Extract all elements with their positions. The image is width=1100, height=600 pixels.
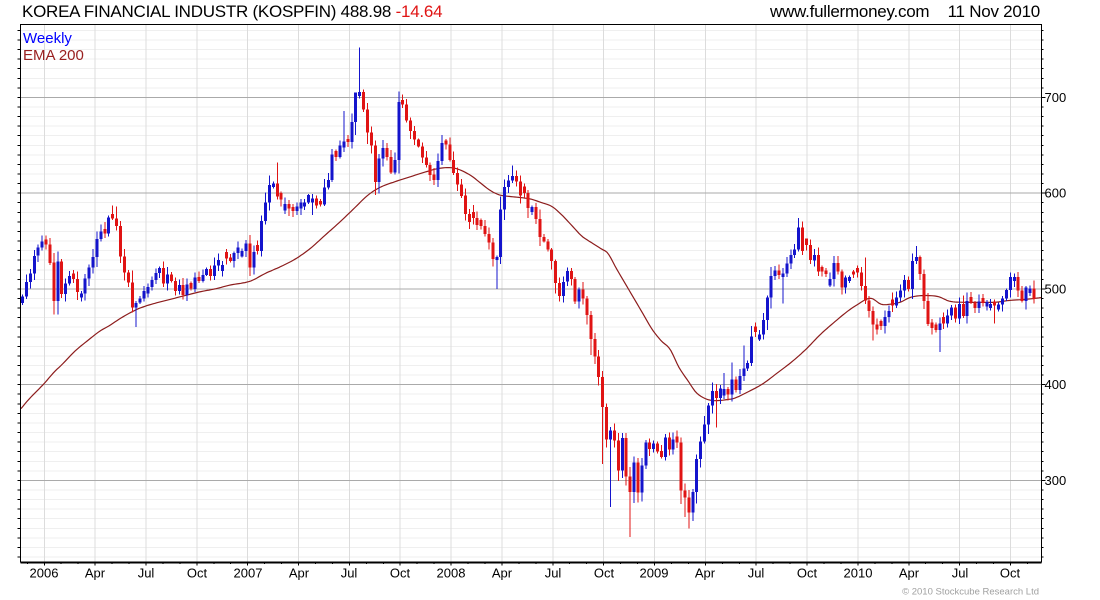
svg-text:2006: 2006 (30, 566, 59, 581)
svg-text:Oct: Oct (797, 566, 818, 581)
svg-text:2009: 2009 (640, 566, 669, 581)
svg-text:Jul: Jul (952, 566, 969, 581)
svg-text:Apr: Apr (289, 566, 310, 581)
svg-text:2010: 2010 (844, 566, 873, 581)
svg-text:Apr: Apr (492, 566, 513, 581)
svg-text:700: 700 (1045, 90, 1067, 105)
svg-text:Apr: Apr (85, 566, 106, 581)
svg-text:500: 500 (1045, 281, 1067, 296)
svg-text:600: 600 (1045, 186, 1067, 201)
svg-text:400: 400 (1045, 377, 1067, 392)
svg-text:Weekly: Weekly (23, 30, 72, 47)
svg-text:Jul: Jul (138, 566, 155, 581)
svg-text:© 2010 Stockcube Research Ltd: © 2010 Stockcube Research Ltd (902, 587, 1039, 598)
svg-text:Oct: Oct (390, 566, 411, 581)
svg-text:www.fullermoney.com: www.fullermoney.com (769, 2, 929, 21)
svg-text:11 Nov 2010: 11 Nov 2010 (948, 2, 1040, 21)
svg-text:Jul: Jul (545, 566, 562, 581)
svg-text:Oct: Oct (594, 566, 615, 581)
svg-text:Apr: Apr (695, 566, 716, 581)
svg-text:KOREA FINANCIAL INDUSTR (KOSPF: KOREA FINANCIAL INDUSTR (KOSPFIN) 488.98… (22, 2, 442, 21)
svg-text:2007: 2007 (234, 566, 263, 581)
svg-text:Apr: Apr (899, 566, 920, 581)
svg-text:Oct: Oct (1000, 566, 1021, 581)
svg-text:Jul: Jul (341, 566, 358, 581)
svg-text:EMA 200: EMA 200 (23, 47, 84, 64)
svg-text:300: 300 (1045, 473, 1067, 488)
svg-text:2008: 2008 (437, 566, 466, 581)
svg-text:Oct: Oct (187, 566, 208, 581)
svg-text:Jul: Jul (748, 566, 765, 581)
